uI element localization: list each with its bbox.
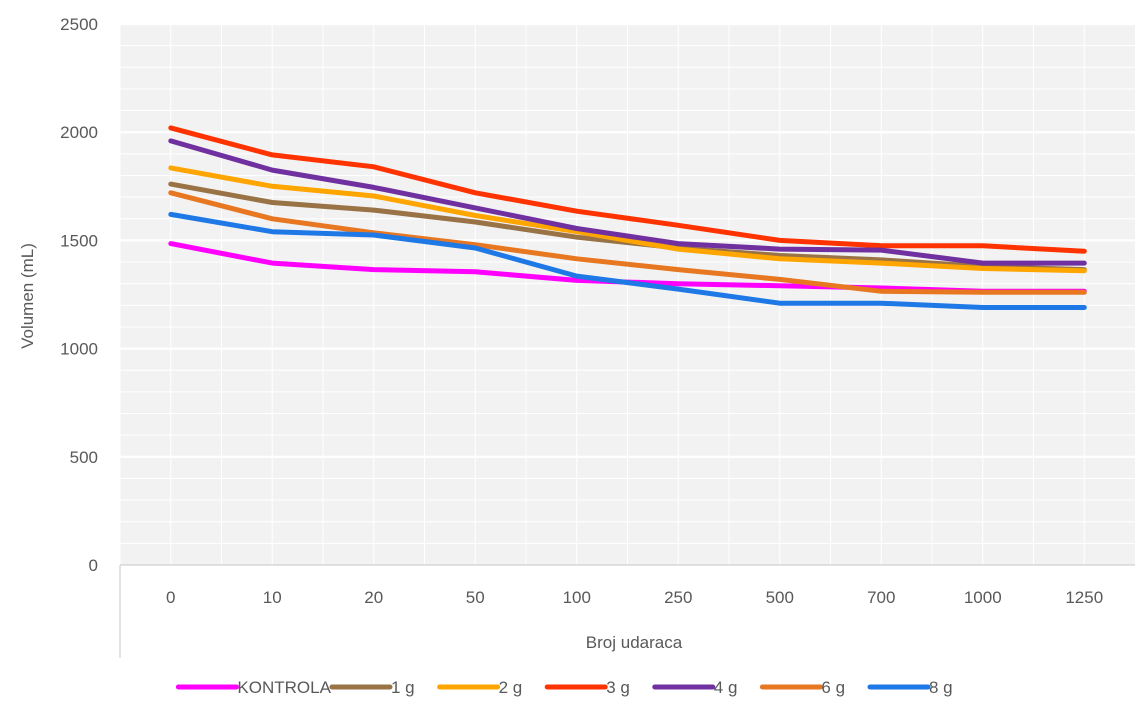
legend-label: 3 g [606, 678, 630, 697]
y-tick-label: 2000 [60, 123, 98, 142]
series-line [168, 211, 1087, 310]
series-line [168, 190, 1087, 295]
x-tick-label: 50 [466, 588, 485, 607]
x-tick-label: 100 [563, 588, 591, 607]
legend-label: 8 g [929, 678, 953, 697]
y-tick-label: 1000 [60, 340, 98, 359]
x-axis-title: Broj udaraca [586, 633, 683, 652]
y-tick-label: 1500 [60, 231, 98, 250]
series-line [168, 138, 1087, 266]
y-tick-label: 2500 [60, 15, 98, 34]
x-tick-label: 20 [364, 588, 383, 607]
x-tick-label: 0 [166, 588, 175, 607]
legend-label: 6 g [821, 678, 845, 697]
legend: KONTROLA 1 g 2 g 3 g 4 g 6 g 8 g [175, 678, 953, 697]
axes [119, 564, 1135, 658]
legend-label: KONTROLA [237, 678, 331, 697]
x-tick-label: 10 [263, 588, 282, 607]
series-lines [168, 125, 1087, 310]
series-line [168, 165, 1087, 274]
x-tick-label: 500 [766, 588, 794, 607]
series-line [168, 125, 1087, 254]
x-tick-label: 1250 [1065, 588, 1103, 607]
y-tick-label: 500 [70, 448, 98, 467]
x-tick-label: 1000 [964, 588, 1002, 607]
x-tick-label: 700 [867, 588, 895, 607]
x-axis-ticks: 0 10 20 50 100 250 500 700 1000 1250 [166, 588, 1103, 607]
legend-label: 1 g [391, 678, 415, 697]
legend-label: 4 g [714, 678, 738, 697]
x-tick-label: 250 [664, 588, 692, 607]
y-axis-ticks: 0 500 1000 1500 2000 2500 [60, 15, 98, 575]
y-axis-title: Volumen (mL) [18, 243, 37, 349]
legend-label: 2 g [499, 678, 523, 697]
y-tick-label: 0 [89, 556, 98, 575]
